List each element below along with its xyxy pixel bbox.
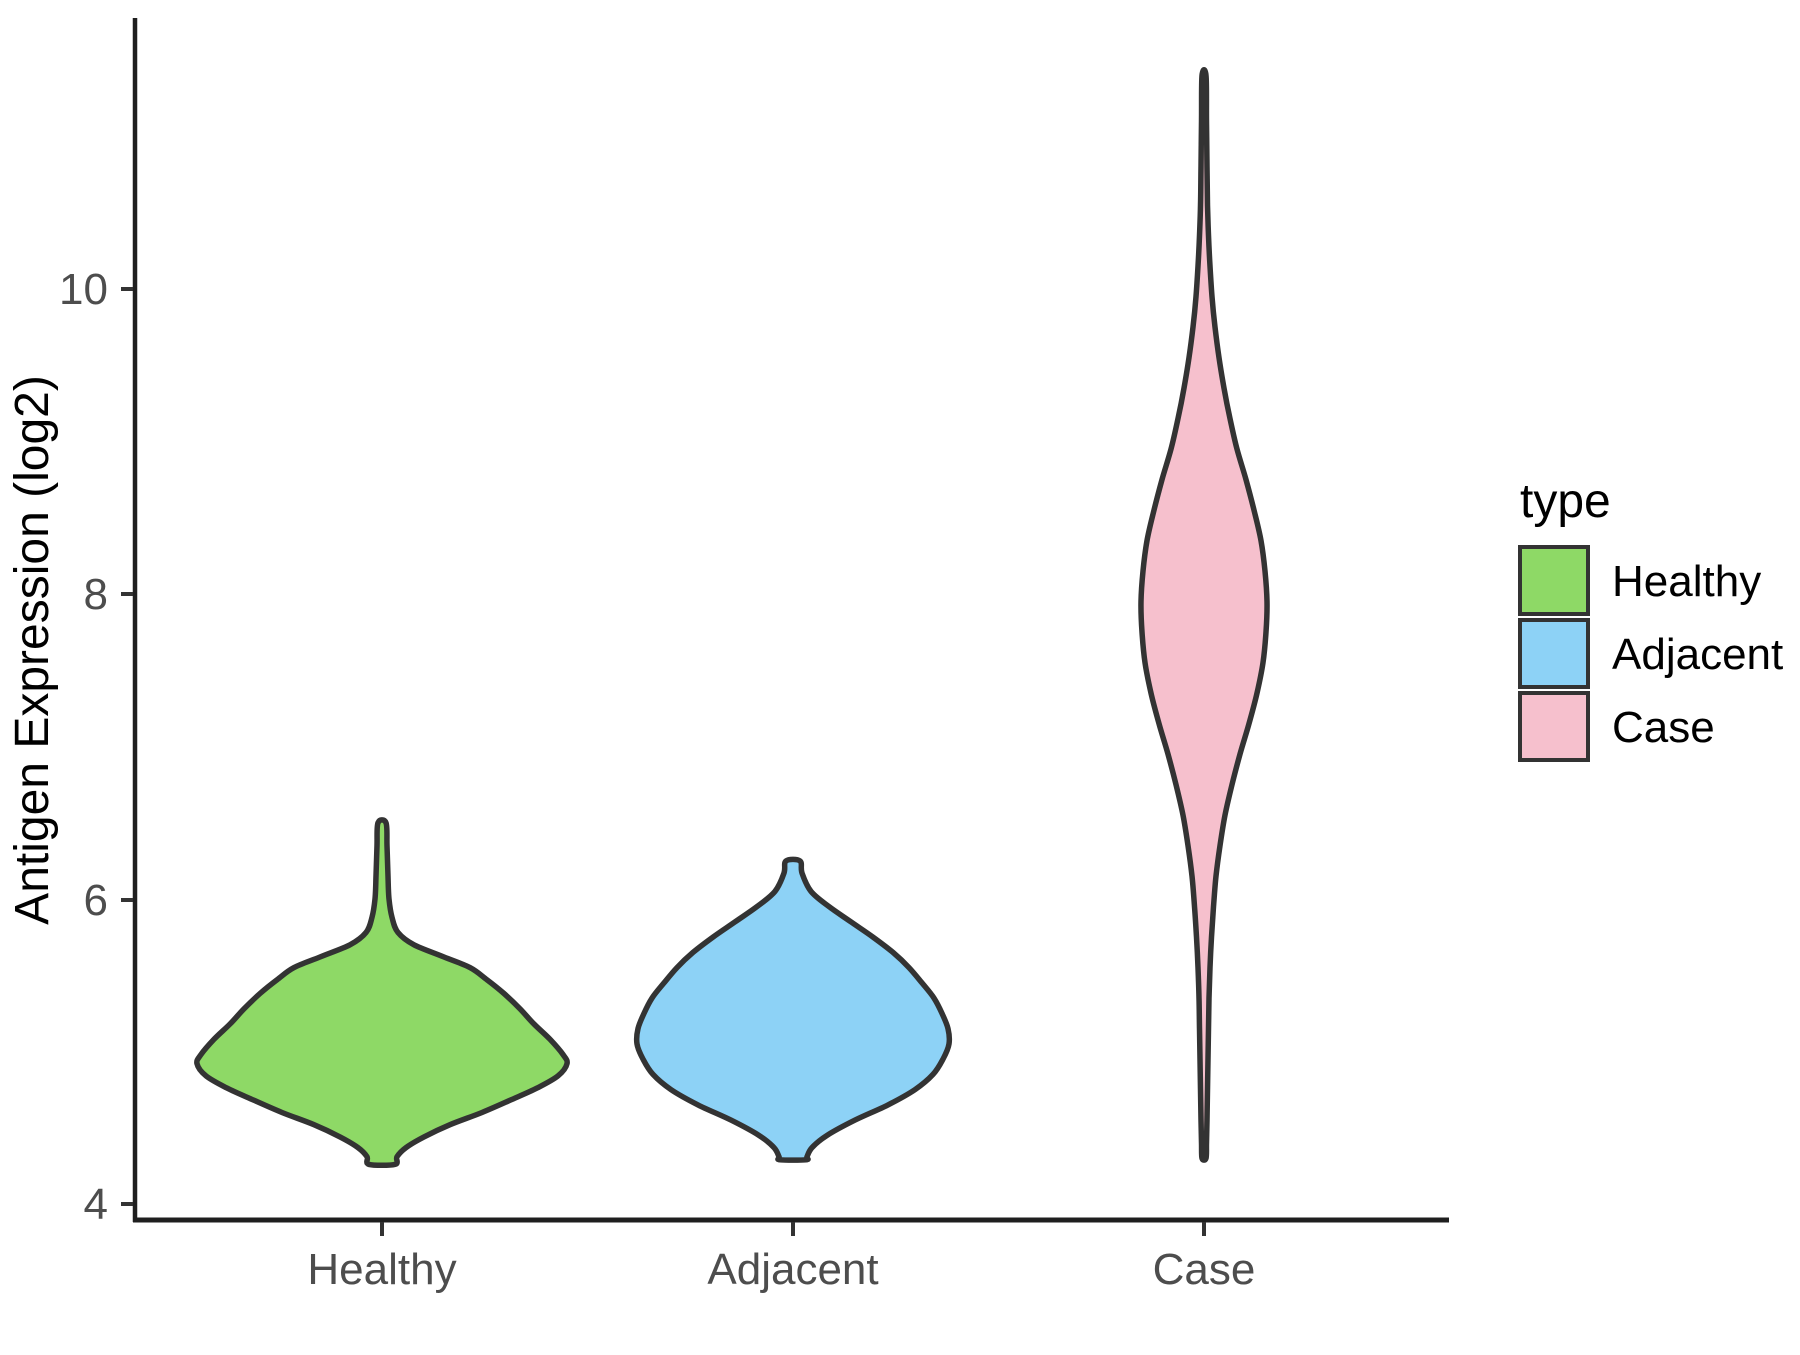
legend-label-case: Case: [1612, 703, 1715, 752]
violin-healthy: [194, 817, 570, 1169]
violin-case: [1138, 67, 1270, 1163]
legend-swatch-case: [1518, 691, 1590, 762]
legend-title: type: [1520, 475, 1611, 528]
y-tick-label-8: 8: [84, 570, 108, 619]
legend-swatch-healthy: [1518, 545, 1590, 616]
y-axis-title: Antigen Expression (log2): [6, 375, 59, 925]
violin-adjacent: [633, 856, 953, 1163]
legend-label-adjacent: Adjacent: [1612, 630, 1783, 679]
legend-label-healthy: Healthy: [1612, 557, 1761, 606]
legend: type Healthy Adjacent Case: [1518, 475, 1783, 762]
x-tick-label-healthy: Healthy: [307, 1245, 456, 1294]
y-tick-label-4: 4: [84, 1180, 108, 1229]
legend-swatch-adjacent: [1518, 618, 1590, 689]
violins-group: [194, 67, 1270, 1169]
y-tick-label-6: 6: [84, 876, 108, 925]
y-tick-label-10: 10: [59, 265, 108, 314]
x-tick-label-case: Case: [1153, 1245, 1256, 1294]
x-tick-label-adjacent: Adjacent: [707, 1245, 878, 1294]
